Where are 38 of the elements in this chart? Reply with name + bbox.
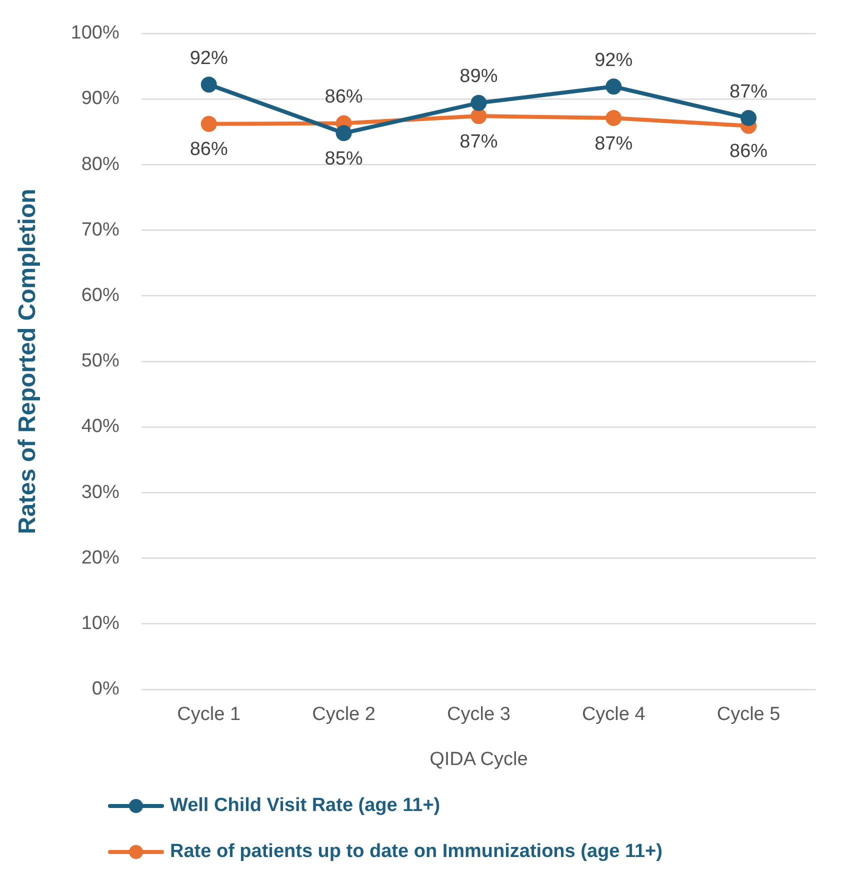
y-tick-label: 90% — [81, 88, 120, 110]
data-label: 86% — [190, 139, 228, 160]
y-axis-title: Rates of Reported Completion — [14, 188, 42, 534]
data-label: 87% — [594, 133, 633, 154]
point — [336, 125, 352, 142]
data-label: 89% — [460, 66, 498, 88]
x-tick-label: Cycle 4 — [582, 704, 646, 726]
y-tick-label: 0% — [92, 678, 120, 700]
y-tick-label: 100% — [70, 22, 120, 44]
y-tick-label: 20% — [81, 547, 120, 568]
x-axis-title: QIDA Cycle — [430, 748, 528, 770]
data-label: 86% — [324, 86, 363, 108]
y-tick-label: 50% — [81, 350, 120, 372]
point — [200, 76, 217, 93]
data-label: 87% — [730, 81, 768, 102]
point — [606, 78, 622, 95]
point — [470, 94, 487, 111]
point — [606, 110, 622, 126]
x-tick-label: Cycle 5 — [716, 704, 780, 726]
data-label: 92% — [190, 48, 228, 69]
point — [470, 108, 487, 124]
y-tick-label: 40% — [81, 416, 120, 438]
y-tick-label: 10% — [81, 613, 120, 634]
data-label: 86% — [730, 141, 768, 162]
x-tick-label: Cycle 3 — [447, 704, 510, 726]
data-label: 85% — [324, 148, 363, 170]
data-label: 87% — [460, 131, 498, 152]
y-tick-label: 80% — [81, 154, 120, 175]
y-tick-label: 30% — [81, 482, 120, 503]
x-tick-label: Cycle 2 — [312, 704, 376, 726]
legend-label: Well Child Visit Rate (age 11+) — [170, 795, 440, 817]
point — [200, 116, 217, 132]
point — [740, 110, 757, 126]
x-tick-label: Cycle 1 — [177, 704, 241, 726]
y-tick-label: 60% — [81, 285, 120, 306]
data-label: 92% — [594, 50, 633, 71]
legend-label: Rate of patients up to date on Immunizations (age 11+) — [170, 841, 662, 863]
y-tick-label: 70% — [81, 219, 120, 240]
